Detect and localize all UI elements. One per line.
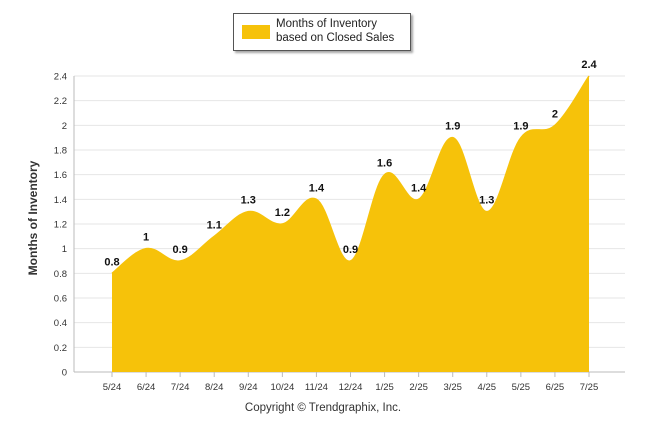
x-tick-label: 10/24 bbox=[270, 382, 294, 393]
y-tick-label: 1.8 bbox=[54, 146, 67, 157]
data-label: 2.4 bbox=[581, 59, 597, 71]
x-tick-label: 11/24 bbox=[305, 382, 328, 393]
legend-swatch bbox=[242, 25, 270, 39]
data-label: 1.4 bbox=[411, 182, 427, 194]
series-line bbox=[111, 75, 590, 274]
y-tick-label: 2.4 bbox=[54, 72, 67, 83]
y-axis-label: Months of Inventory bbox=[26, 160, 40, 276]
y-tick-label: 0 bbox=[62, 368, 67, 379]
x-tick-label: 9/24 bbox=[239, 382, 258, 393]
x-tick-label: 6/25 bbox=[546, 382, 565, 393]
data-label: 1.6 bbox=[377, 158, 392, 170]
y-tick-label: 0.2 bbox=[54, 343, 67, 354]
y-tick-label: 2.2 bbox=[54, 96, 67, 107]
y-tick-label: 0.6 bbox=[54, 294, 67, 305]
y-tick-label: 0.4 bbox=[54, 318, 67, 329]
data-label: 0.9 bbox=[172, 244, 187, 256]
y-tick-label: 0.8 bbox=[54, 269, 67, 280]
y-tick-label: 1.6 bbox=[54, 170, 67, 181]
data-label: 1.1 bbox=[207, 219, 222, 231]
x-tick-label: 7/24 bbox=[171, 382, 190, 393]
x-tick-label: 7/25 bbox=[580, 382, 599, 393]
data-label: 0.9 bbox=[343, 244, 358, 256]
y-tick-label: 1 bbox=[62, 244, 67, 255]
area-series bbox=[112, 76, 589, 372]
x-tick-label: 8/24 bbox=[205, 382, 224, 393]
data-label: 1.4 bbox=[309, 182, 325, 194]
data-label: 1.3 bbox=[479, 195, 494, 207]
legend: Months of Inventory based on Closed Sale… bbox=[233, 13, 411, 51]
x-tick-label: 5/24 bbox=[103, 382, 122, 393]
x-tick-label: 5/25 bbox=[512, 382, 531, 393]
x-tick-label: 1/25 bbox=[375, 382, 394, 393]
copyright-text: Copyright © Trendgraphix, Inc. bbox=[244, 402, 402, 414]
data-label: 1.9 bbox=[513, 121, 528, 133]
data-label: 0.8 bbox=[104, 256, 119, 268]
x-tick-label: 3/25 bbox=[443, 382, 462, 393]
data-label: 1 bbox=[143, 232, 149, 244]
x-tick-label: 2/25 bbox=[409, 382, 428, 393]
y-tick-label: 2 bbox=[62, 121, 67, 132]
y-tick-label: 1.4 bbox=[54, 195, 67, 206]
x-tick-label: 6/24 bbox=[137, 382, 156, 393]
legend-label: Months of Inventory based on Closed Sale… bbox=[276, 18, 395, 44]
data-label: 1.2 bbox=[275, 207, 290, 219]
data-label: 1.3 bbox=[241, 195, 256, 207]
x-tick-label: 12/24 bbox=[339, 382, 363, 393]
data-label: 1.9 bbox=[445, 121, 460, 133]
data-label: 2 bbox=[552, 108, 558, 120]
x-tick-label: 4/25 bbox=[478, 382, 497, 393]
y-tick-label: 1.2 bbox=[54, 220, 67, 231]
